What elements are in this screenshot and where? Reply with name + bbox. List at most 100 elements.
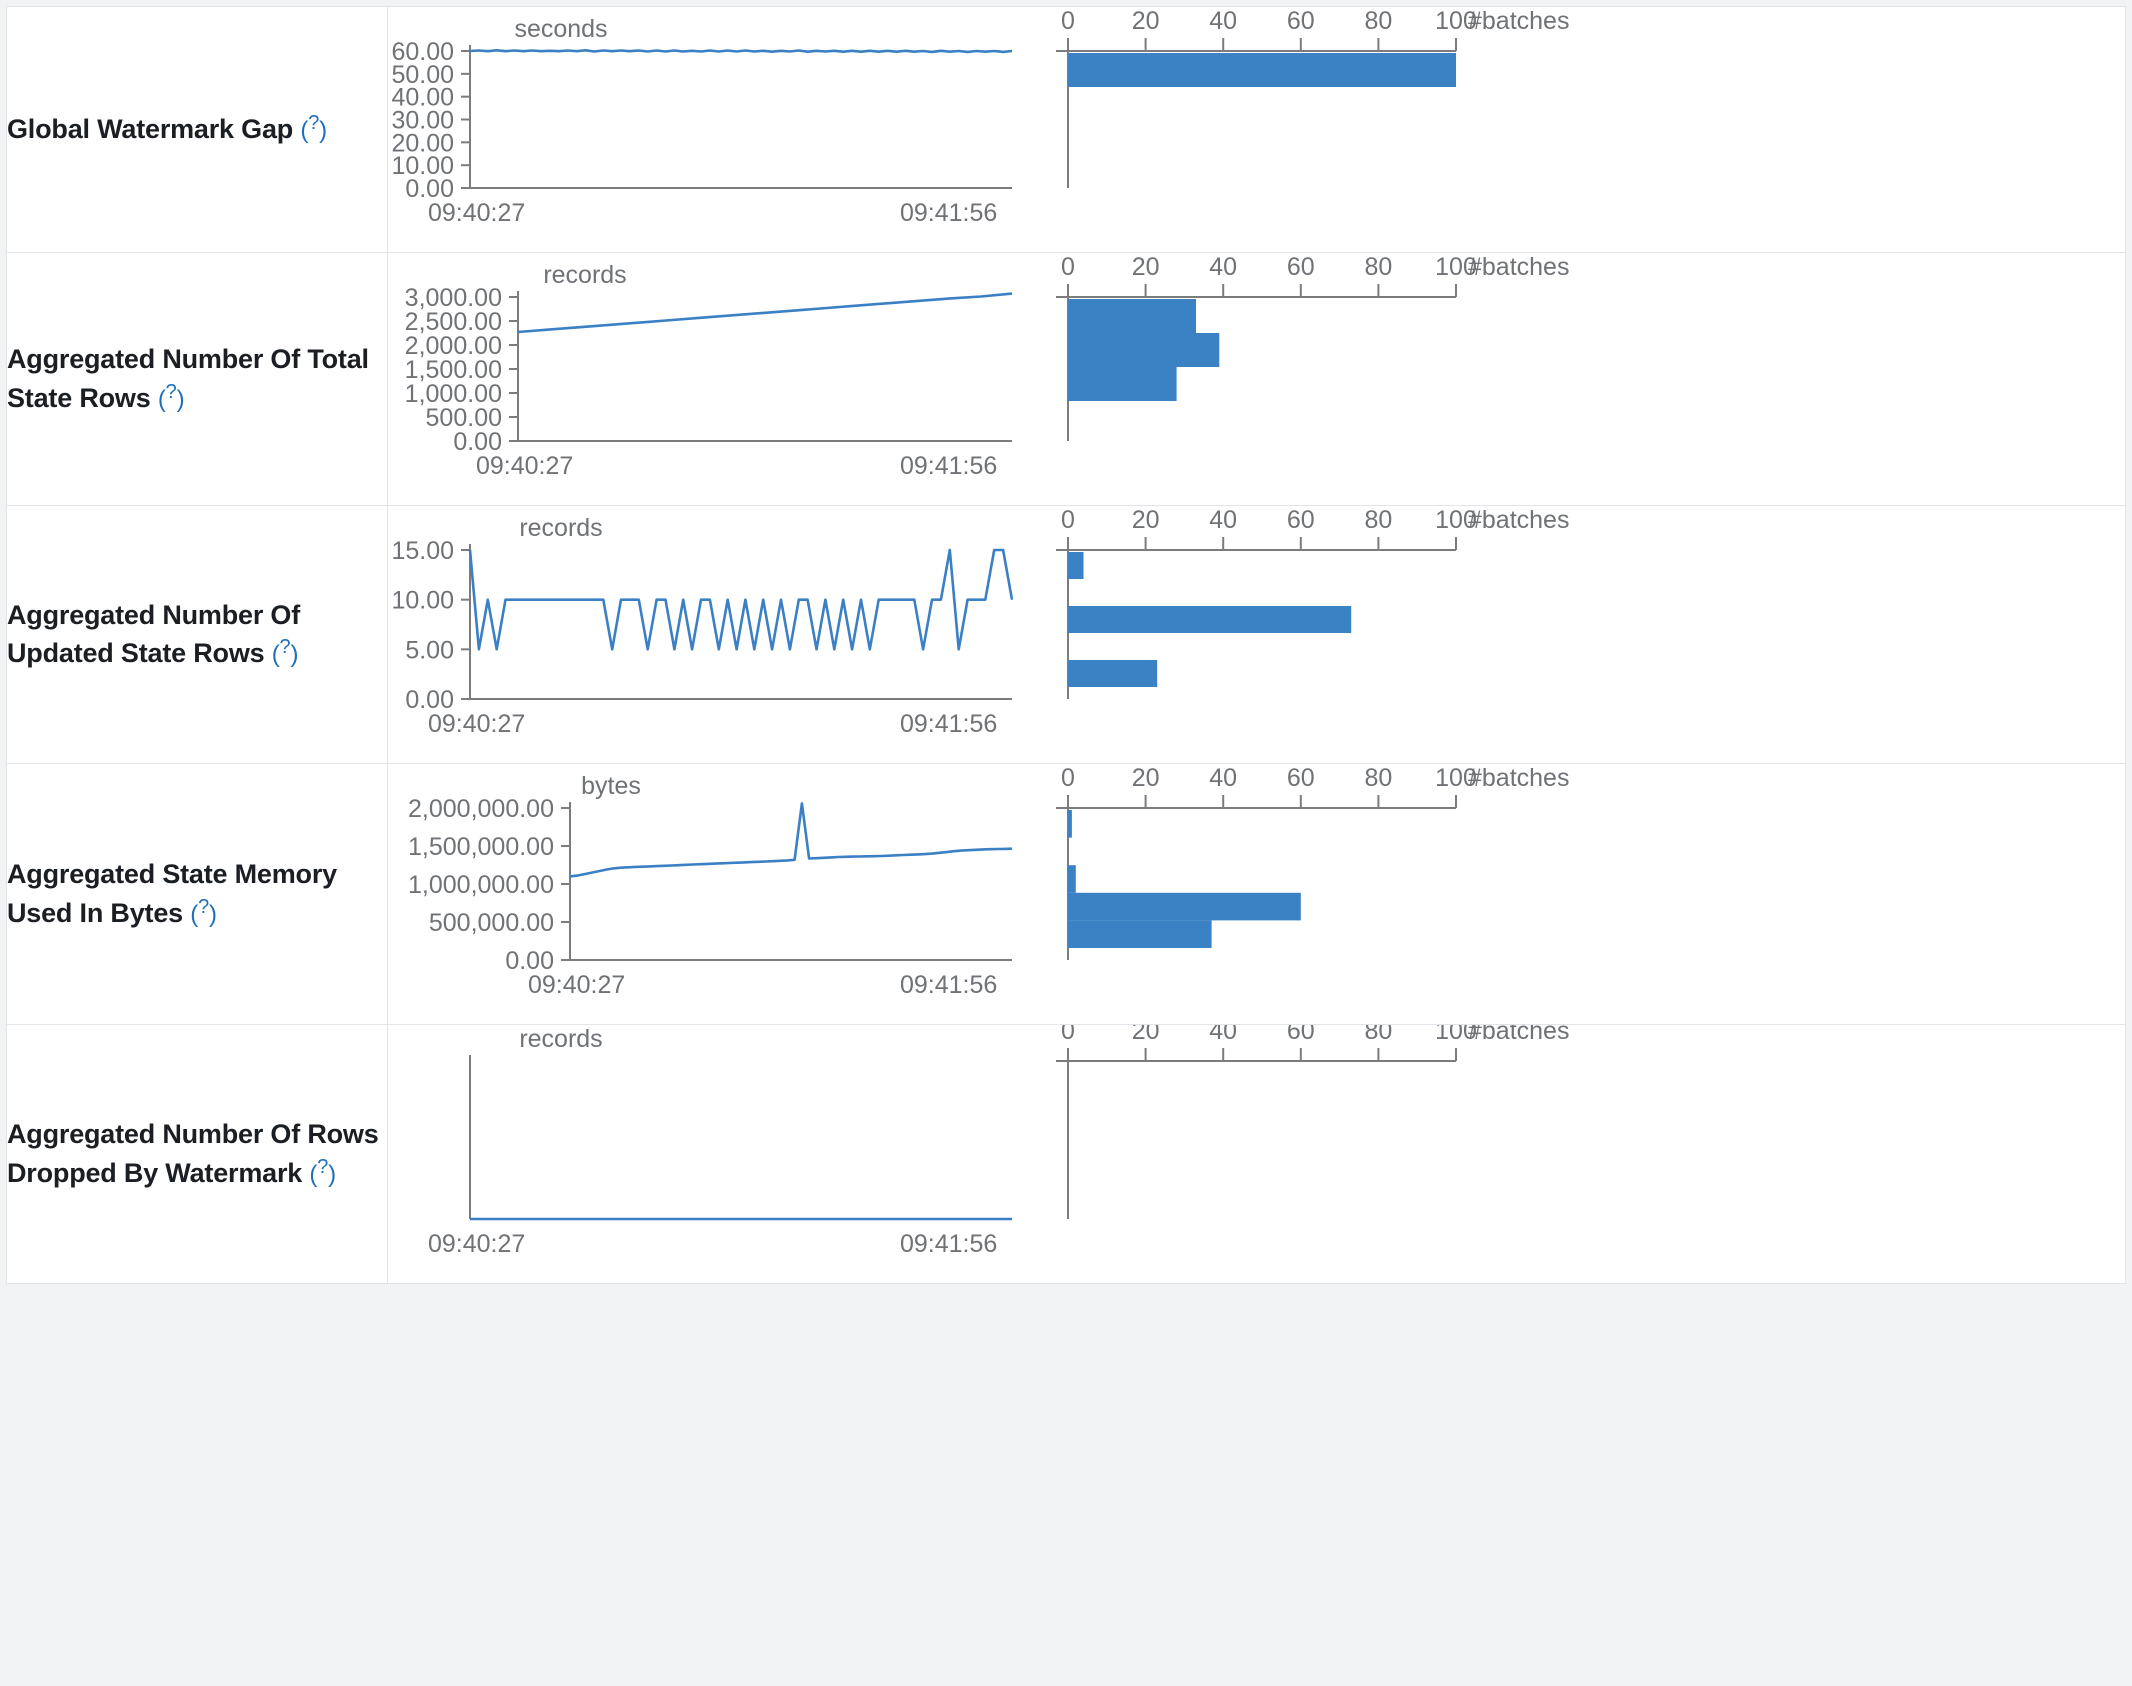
timeline-chart[interactable]: records 15.00 10.00 5.00 0.00 09:40:27 09:41:5… (388, 506, 1048, 763)
timeline-unit-label: bytes (581, 772, 641, 800)
question-mark-icon: ? (317, 1155, 329, 1178)
metric-chart-cell: bytes 2,000,000.00 1,500,000.00 1,000,000.0… (387, 763, 2126, 1025)
timeline-y-tick-label: 1,500.00 (405, 356, 502, 384)
timeline-y-tick-label: 40.00 (391, 84, 454, 112)
metric-name: Aggregated Number Of Updated State Rows … (7, 597, 387, 673)
timeline-y-tick-label: 0.00 (453, 428, 502, 456)
histogram-tick-label: 100 (1435, 506, 1477, 534)
histogram-bar (1068, 920, 1212, 948)
metric-help-link[interactable]: (?) (271, 636, 299, 668)
timeline-y-tick-label: 0.00 (405, 686, 454, 714)
metric-name-text: Aggregated State Memory Used In Bytes (7, 859, 337, 928)
timeline-y-tick-label: 10.00 (391, 587, 454, 615)
histogram-chart[interactable]: 0 20 40 60 80 100 #batches (1048, 506, 2123, 763)
timeline-unit-label: records (519, 1025, 602, 1053)
timeline-y-tick-label: 30.00 (391, 107, 454, 135)
histogram-tick-label: 100 (1435, 1025, 1477, 1045)
timeline-y-tick-label: 1,000,000.00 (408, 871, 554, 899)
question-mark-icon: ? (165, 380, 177, 403)
histogram-bar (1068, 660, 1158, 687)
timeline-y-tick-label: 3,000.00 (405, 284, 502, 312)
metric-help-link[interactable]: (?) (190, 895, 217, 928)
metric-label-cell: Global Watermark Gap (?) (6, 6, 388, 253)
timeline-chart[interactable]: records 3,000.00 2,500.00 2,000.00 1,500.00 1… (388, 253, 1048, 505)
timeline-x-start-label: 09:40:27 (528, 971, 625, 999)
metric-help-link[interactable]: (?) (157, 380, 185, 413)
timeline-svg-3: bytes 2,000,000.00 1,500,000.00 1,000,000.0… (408, 772, 1013, 999)
histogram-chart[interactable]: 0 20 40 60 80 100 #batches (1048, 764, 2123, 1024)
metric-help-link[interactable]: (?) (309, 1155, 336, 1188)
histogram-tick-label: 40 (1209, 1025, 1237, 1045)
timeline-y-tick-label: 2,000,000.00 (408, 795, 554, 823)
timeline-y-tick-label: 60.00 (391, 38, 454, 66)
metrics-table: Global Watermark Gap (?) seconds 60.00 50.0… (6, 6, 2126, 1284)
histogram-tick-label: 100 (1435, 7, 1477, 35)
histogram-chart[interactable]: 0 20 40 60 80 100 #batches (1048, 253, 2123, 505)
histogram-tick-label: 40 (1209, 506, 1237, 534)
timeline-series (517, 292, 1013, 334)
histogram-tick-label: 60 (1287, 7, 1315, 35)
metrics-row: Aggregated State Memory Used In Bytes (?… (6, 763, 2126, 1025)
histogram-unit-label: #batches (1468, 253, 1569, 281)
timeline-chart[interactable]: records 09:40:27 09:41:56 (388, 1025, 1048, 1283)
timeline-x-start-label: 09:40:27 (476, 452, 573, 480)
timeline-y-tick-label: 500.00 (426, 404, 502, 432)
histogram-tick-label: 40 (1209, 7, 1237, 35)
timeline-x-start-label: 09:40:27 (428, 1230, 525, 1258)
histogram-bar (1068, 865, 1076, 893)
histogram-svg-3: 0 20 40 60 80 100#batches (1056, 764, 1569, 960)
timeline-series (569, 802, 1013, 878)
timeline-x-end-label: 09:41:56 (900, 1230, 997, 1258)
histogram-tick-label: 80 (1364, 1025, 1392, 1045)
histogram-unit-label: #batches (1468, 1025, 1569, 1045)
metric-help-link[interactable]: (?) (300, 112, 327, 145)
timeline-series (469, 48, 1013, 54)
histogram-tick-label: 20 (1132, 506, 1160, 534)
histogram-tick-label: 20 (1132, 253, 1160, 281)
histogram-tick-label: 60 (1287, 764, 1315, 792)
metric-name-text: Global Watermark Gap (7, 114, 294, 145)
histogram-tick-label: 80 (1364, 253, 1392, 281)
timeline-y-tick-label: 1,000.00 (405, 380, 502, 408)
histogram-bar (1068, 367, 1177, 401)
metrics-row: Global Watermark Gap (?) seconds 60.00 50.0… (6, 6, 2126, 253)
timeline-y-tick-label: 10.00 (391, 152, 454, 180)
histogram-tick-label: 80 (1364, 7, 1392, 35)
timeline-x-end-label: 09:41:56 (900, 971, 997, 999)
metrics-row: Aggregated Number Of Total State Rows (?… (6, 252, 2126, 506)
timeline-y-tick-label: 2,000.00 (405, 332, 502, 360)
timeline-y-tick-label: 15.00 (391, 537, 454, 565)
timeline-chart[interactable]: seconds 60.00 50.00 40.00 30.00 20.00 10.00 0.0… (388, 7, 1048, 252)
metric-name: Aggregated Number Of Rows Dropped By Wat… (7, 1116, 387, 1192)
histogram-chart[interactable]: 0 20 40 60 80 100 #batches (1048, 1025, 2123, 1283)
metrics-row: Aggregated Number Of Rows Dropped By Wat… (6, 1024, 2126, 1284)
histogram-chart[interactable]: 0 20 40 60 80 100 #batches (1048, 7, 2123, 252)
question-mark-icon: ? (198, 895, 210, 918)
metric-chart-cell: records 15.00 10.00 5.00 0.00 09:40:27 09:41:5… (387, 505, 2126, 764)
timeline-y-tick-label: 0.00 (405, 175, 454, 203)
metric-label-cell: Aggregated Number Of Updated State Rows … (6, 505, 388, 764)
metric-label-cell: Aggregated Number Of Total State Rows (?… (6, 252, 388, 506)
metric-name: Aggregated Number Of Total State Rows (?… (7, 341, 387, 417)
histogram-tick-label: 60 (1287, 1025, 1315, 1045)
question-mark-icon: ? (308, 112, 320, 135)
histogram-bar (1068, 892, 1301, 921)
histogram-bar (1068, 606, 1352, 633)
histogram-tick-label: 60 (1287, 253, 1315, 281)
timeline-unit-label: records (543, 261, 626, 289)
timeline-y-tick-label: 20.00 (391, 129, 454, 157)
timeline-svg-4: records 09:40:27 09:41:56 (428, 1025, 1012, 1258)
histogram-tick-label: 0 (1061, 253, 1075, 281)
histogram-tick-label: 40 (1209, 764, 1237, 792)
timeline-chart[interactable]: bytes 2,000,000.00 1,500,000.00 1,000,000.0… (388, 764, 1048, 1024)
timeline-series (468, 548, 1014, 651)
question-mark-icon: ? (279, 636, 291, 658)
timeline-unit-label: records (519, 514, 602, 542)
metric-chart-cell: records 3,000.00 2,500.00 2,000.00 1,500.00 1… (387, 252, 2126, 506)
timeline-y-tick-label: 0.00 (505, 947, 554, 975)
metric-name-text: Aggregated Number Of Rows Dropped By Wat… (7, 1119, 379, 1188)
metric-label-cell: Aggregated State Memory Used In Bytes (?… (6, 763, 388, 1025)
histogram-bar (1068, 53, 1456, 87)
